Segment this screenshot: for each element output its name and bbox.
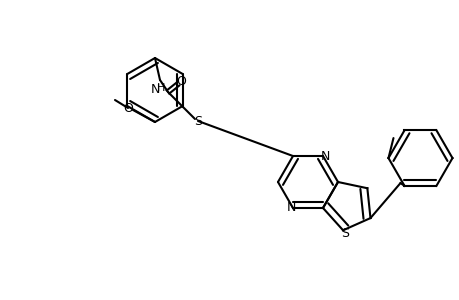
Text: O: O xyxy=(123,101,133,115)
Text: N: N xyxy=(150,83,159,96)
Text: N: N xyxy=(319,149,329,163)
Text: N: N xyxy=(285,202,295,214)
Text: O: O xyxy=(176,74,185,88)
Text: H: H xyxy=(157,83,165,93)
Text: S: S xyxy=(194,115,202,128)
Text: S: S xyxy=(340,227,348,240)
